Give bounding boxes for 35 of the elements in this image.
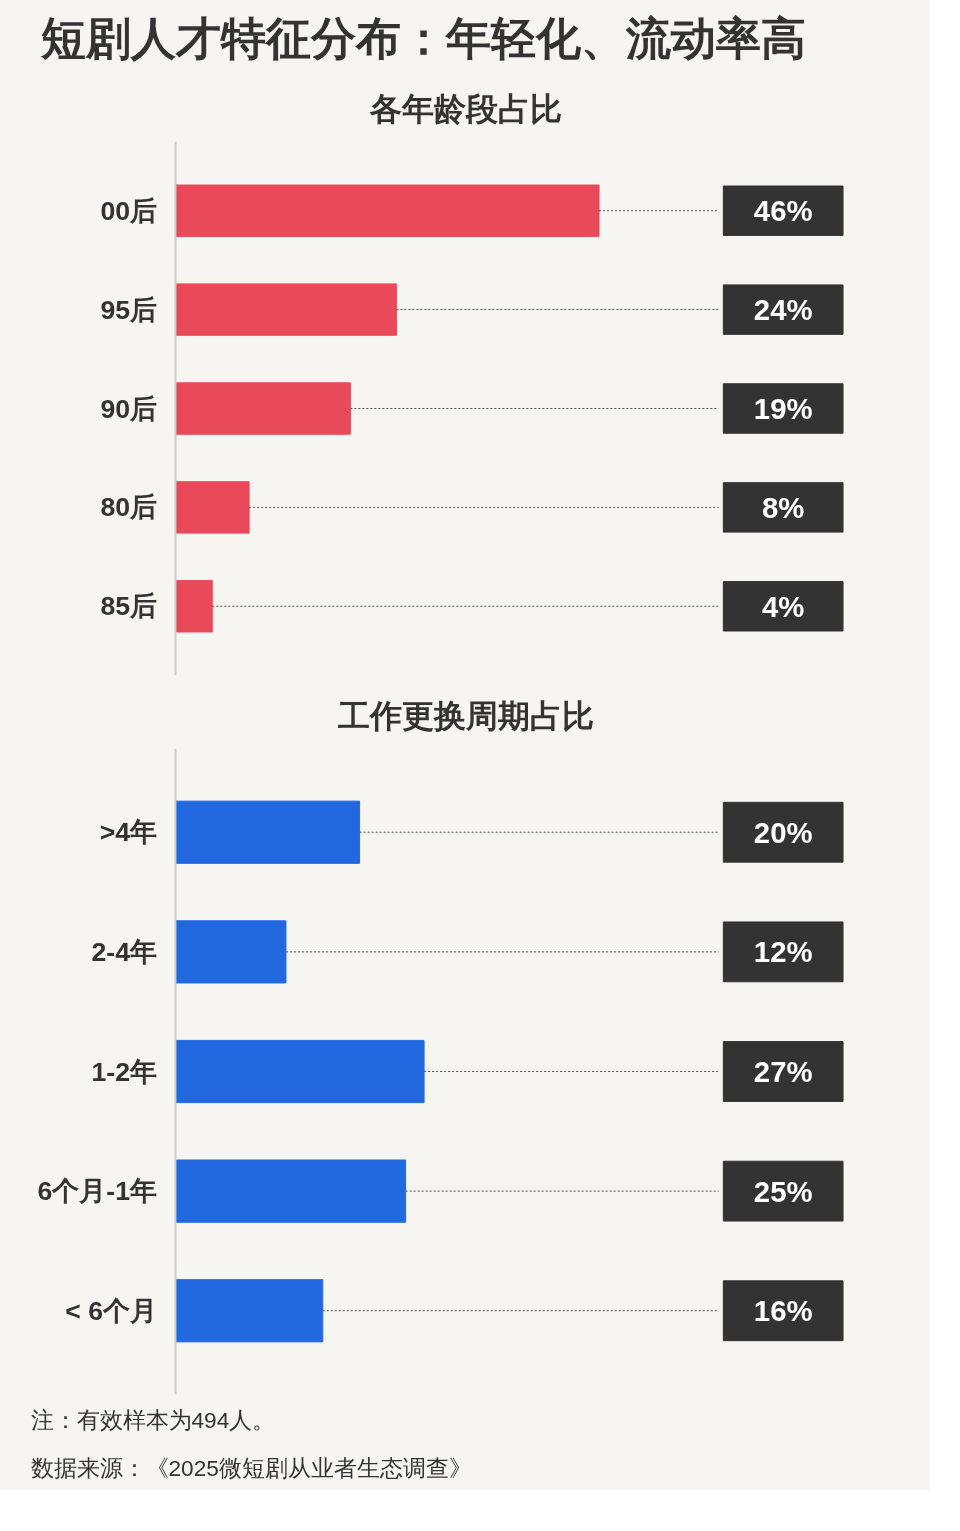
- y-tick-label: 90后: [100, 393, 158, 424]
- y-tick-label: 2-4年: [91, 936, 158, 967]
- chart-subtitle: 各年龄段占比: [368, 90, 562, 127]
- data-label: 27%: [753, 1055, 813, 1088]
- bar: [174, 1159, 407, 1223]
- y-tick-label: 6个月-1年: [37, 1176, 158, 1207]
- data-label: 24%: [753, 293, 813, 327]
- data-label: 46%: [753, 194, 813, 228]
- y-tick-label: 80后: [100, 492, 158, 523]
- data-label: 25%: [753, 1174, 813, 1208]
- y-tick-label: 85后: [100, 591, 158, 622]
- bar: [174, 283, 397, 336]
- data-label: 4%: [761, 589, 805, 623]
- chart-title: 短剧人才特征分布：年轻化、流动率高: [39, 12, 806, 64]
- data-label: 19%: [753, 392, 813, 425]
- data-label: 16%: [753, 1294, 813, 1328]
- bar: [174, 481, 250, 534]
- bar: [174, 920, 287, 984]
- bar: [174, 1039, 425, 1104]
- y-tick-label: < 6个月: [65, 1295, 158, 1326]
- y-tick-label: 00后: [100, 195, 158, 226]
- bar: [174, 382, 351, 435]
- bar: [174, 580, 213, 633]
- data-label: 12%: [753, 935, 813, 969]
- bar: [174, 1279, 324, 1343]
- text: 注：有效样本为494人。: [30, 1406, 276, 1433]
- y-tick-label: >4年: [99, 817, 158, 848]
- y-tick-label: 1-2年: [91, 1056, 158, 1087]
- chart-title: 工作更换周期占比: [336, 697, 594, 734]
- data-label: 8%: [761, 490, 805, 524]
- source-note: 数据来源：《2025微短剧从业者生态调查》: [30, 1454, 472, 1481]
- y-tick-label: 95后: [100, 294, 158, 325]
- bar: [174, 184, 600, 237]
- data-label: 20%: [753, 815, 813, 849]
- bar: [174, 800, 361, 864]
